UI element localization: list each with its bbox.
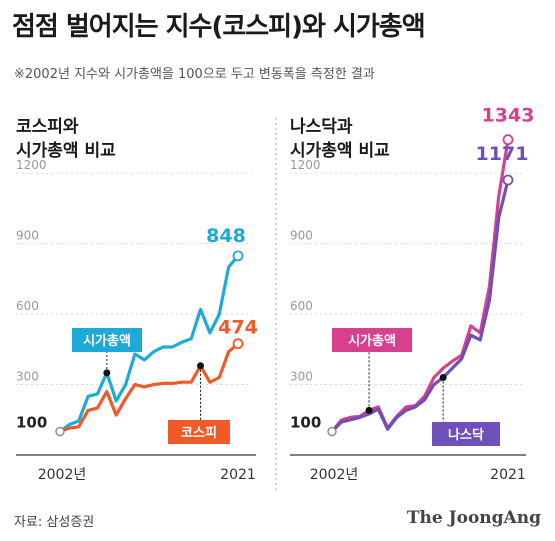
baseline-label: 100	[290, 414, 321, 432]
start-point	[55, 426, 65, 437]
start-point	[327, 426, 337, 437]
page-title: 점점 벌어지는 지수(코스피)와 시가총액	[12, 12, 426, 42]
end-value-label: 1343	[482, 105, 535, 127]
x-tick-label: 2021	[490, 467, 526, 483]
series-line	[59, 342, 240, 433]
page-subtitle: ※2002년 지수와 시가총액을 100으로 두고 변동폭을 측정한 결과	[14, 67, 375, 82]
baseline-label: 100	[16, 414, 47, 432]
series-line	[330, 139, 510, 433]
panel-title-line: 나스닥과	[290, 117, 353, 137]
x-tick-label: 2002년	[38, 467, 87, 483]
series-label: 코스피	[181, 426, 217, 441]
panel-title-line: 코스피와	[16, 117, 79, 137]
panel-title-line: 시가총액 비교	[16, 141, 116, 161]
end-point	[232, 338, 244, 350]
end-value-label: 848	[206, 225, 246, 247]
series-label-box	[432, 422, 500, 446]
y-tick-label: 1200	[16, 158, 47, 172]
series-label-box	[168, 420, 230, 444]
y-tick-label: 300	[290, 370, 313, 384]
end-value-label: 1171	[476, 143, 529, 165]
y-tick-label: 1200	[290, 158, 321, 172]
series-label: 나스닥	[448, 427, 484, 443]
y-tick-label: 900	[290, 229, 313, 243]
panel-title-line: 시가총액 비교	[290, 141, 390, 161]
end-value-label: 474	[218, 317, 258, 339]
end-point	[502, 174, 514, 186]
series-line	[330, 179, 510, 433]
series-label-box	[72, 328, 142, 352]
series-line	[59, 254, 240, 433]
y-tick-label: 900	[16, 229, 39, 243]
x-tick-label: 2002년	[310, 467, 359, 483]
end-point	[232, 250, 244, 262]
source-note: 자료: 삼성증권	[14, 515, 95, 530]
series-label: 시가총액	[83, 333, 131, 349]
y-tick-label: 600	[16, 299, 39, 313]
brand-logo: The JoongAng	[406, 508, 541, 528]
end-point	[502, 134, 514, 146]
x-tick-label: 2021	[220, 467, 256, 483]
series-label-box	[332, 328, 412, 352]
y-tick-label: 600	[290, 299, 313, 313]
series-label: 시가총액	[348, 333, 396, 349]
y-tick-label: 300	[16, 370, 39, 384]
